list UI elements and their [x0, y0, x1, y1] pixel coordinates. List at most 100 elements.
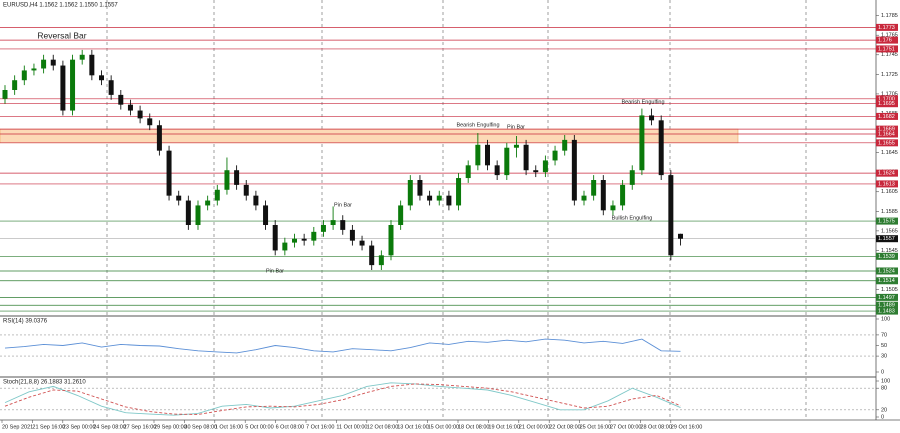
current-price-box	[876, 235, 898, 243]
y-tick-label: 80	[881, 386, 887, 392]
candle-body	[485, 144, 490, 166]
y-tick-label: 30	[881, 354, 887, 360]
x-tick-label: 19 Oct 16:00	[488, 424, 520, 430]
level-label-box	[876, 293, 898, 301]
candle-body	[456, 178, 462, 206]
level-label: 1.1700	[878, 96, 895, 102]
candle-body	[542, 160, 548, 173]
candle-body	[581, 195, 587, 201]
candle-body	[513, 144, 519, 148]
x-tick-label: 27 Oct 00:00	[610, 424, 642, 430]
candle-body	[89, 54, 95, 76]
zone	[0, 128, 739, 144]
level-label: 1.1539	[878, 254, 895, 260]
level-label-box	[876, 139, 898, 147]
candle-body	[108, 80, 114, 95]
candle-body	[12, 80, 18, 90]
indicator-line	[4, 383, 681, 415]
candle-body	[668, 175, 674, 256]
candle-body	[292, 238, 297, 243]
x-tick-label: 21 Sep 16:00	[32, 424, 65, 430]
candle-body	[407, 180, 413, 206]
chart-title: EURUSD,H4 1.1562 1.1562 1.1550 1.1557	[3, 3, 118, 9]
level-label-box	[876, 45, 898, 53]
annotation: Pin Bar	[507, 124, 525, 130]
candle-body	[494, 165, 500, 176]
y-tick-label: 1.1705	[881, 91, 898, 97]
candle-body	[591, 180, 597, 196]
level-label: 1.176	[878, 38, 892, 44]
y-tick-label: 1.1565	[881, 228, 898, 234]
level-label: 1.1669	[878, 127, 895, 133]
x-tick-label: 24 Sep 08:00	[93, 424, 126, 430]
candle-body	[552, 150, 558, 161]
y-tick-label: 50	[881, 343, 887, 349]
candle-body	[378, 255, 384, 266]
candle-body	[610, 205, 616, 211]
level-label: 1.1695	[878, 101, 895, 107]
x-tick-label: 30 Sep 08:00	[184, 424, 217, 430]
x-tick-label: 22 Oct 08:00	[549, 424, 581, 430]
y-tick-label: 1.1785	[881, 13, 898, 19]
candle-body	[166, 150, 172, 196]
indicator-line	[4, 338, 681, 354]
y-tick-label: 1.1765	[881, 33, 898, 39]
level-label: 1.1655	[878, 140, 895, 146]
x-tick-label: 23 Sep 00:00	[63, 424, 96, 430]
candle-body	[50, 59, 56, 66]
candle-body	[369, 245, 375, 266]
x-tick-label: 29 Sep 00:00	[154, 424, 187, 430]
level-label-box	[876, 169, 898, 177]
candle-body	[176, 195, 182, 201]
x-tick-label: 12 Oct 08:00	[367, 424, 399, 430]
level-label-box	[876, 95, 898, 103]
y-tick-label: 0	[881, 414, 884, 420]
level-label-box	[876, 307, 898, 315]
y-tick-label: 0	[881, 369, 884, 375]
candle-body	[205, 200, 211, 206]
x-tick-label: 20 Sep 2021	[2, 424, 33, 430]
level-label: 1.1483	[878, 309, 895, 315]
stoch-title: Stoch(21,8,8) 26.1883 31.2610	[3, 380, 86, 386]
candle-body	[127, 104, 133, 111]
x-tick-label: 7 Oct 16:00	[306, 424, 334, 430]
candle-body	[282, 242, 288, 251]
level-label: 1.1773	[878, 25, 895, 31]
candle-body	[243, 184, 249, 196]
candle-body	[620, 184, 626, 206]
level-label-box	[876, 100, 898, 108]
level-label: 1.1682	[878, 114, 895, 120]
candle-body	[99, 75, 104, 81]
x-tick-label: 15 Oct 00:00	[428, 424, 460, 430]
level-label-box	[876, 130, 898, 138]
x-tick-label: 25 Oct 16:00	[580, 424, 612, 430]
week-separators	[106, 0, 807, 420]
candle-body	[658, 120, 664, 176]
candle-body	[639, 115, 645, 171]
level-label-box	[876, 112, 898, 120]
candle-body	[475, 144, 481, 166]
y-tick-label: 100	[881, 316, 890, 322]
candle-body	[330, 220, 336, 225]
level-label: 1.1489	[878, 303, 895, 309]
y-tick-label: 1.1745	[881, 52, 898, 58]
candle-body	[195, 205, 201, 225]
candle-body	[224, 170, 230, 190]
level-label: 1.1613	[878, 181, 895, 187]
x-tick-label: 13 Oct 16:00	[397, 424, 429, 430]
candle-body	[465, 165, 471, 179]
x-tick-label: 11 Oct 00:00	[336, 424, 367, 430]
level-label-box	[876, 180, 898, 188]
x-tick-label: 6 Oct 08:00	[276, 424, 304, 430]
candle-body	[398, 205, 404, 225]
candle-body	[214, 189, 220, 201]
x-tick-label: 28 Oct 08:00	[640, 424, 672, 430]
level-label: 1.1664	[878, 131, 895, 137]
candle-body	[417, 180, 423, 196]
candle-body	[185, 200, 191, 225]
x-tick-label: 1 Oct 16:00	[215, 424, 243, 430]
candle-body	[320, 225, 326, 232]
y-tick-label: 1.1585	[881, 209, 898, 215]
x-tick-label: 27 Sep 16:00	[124, 424, 157, 430]
